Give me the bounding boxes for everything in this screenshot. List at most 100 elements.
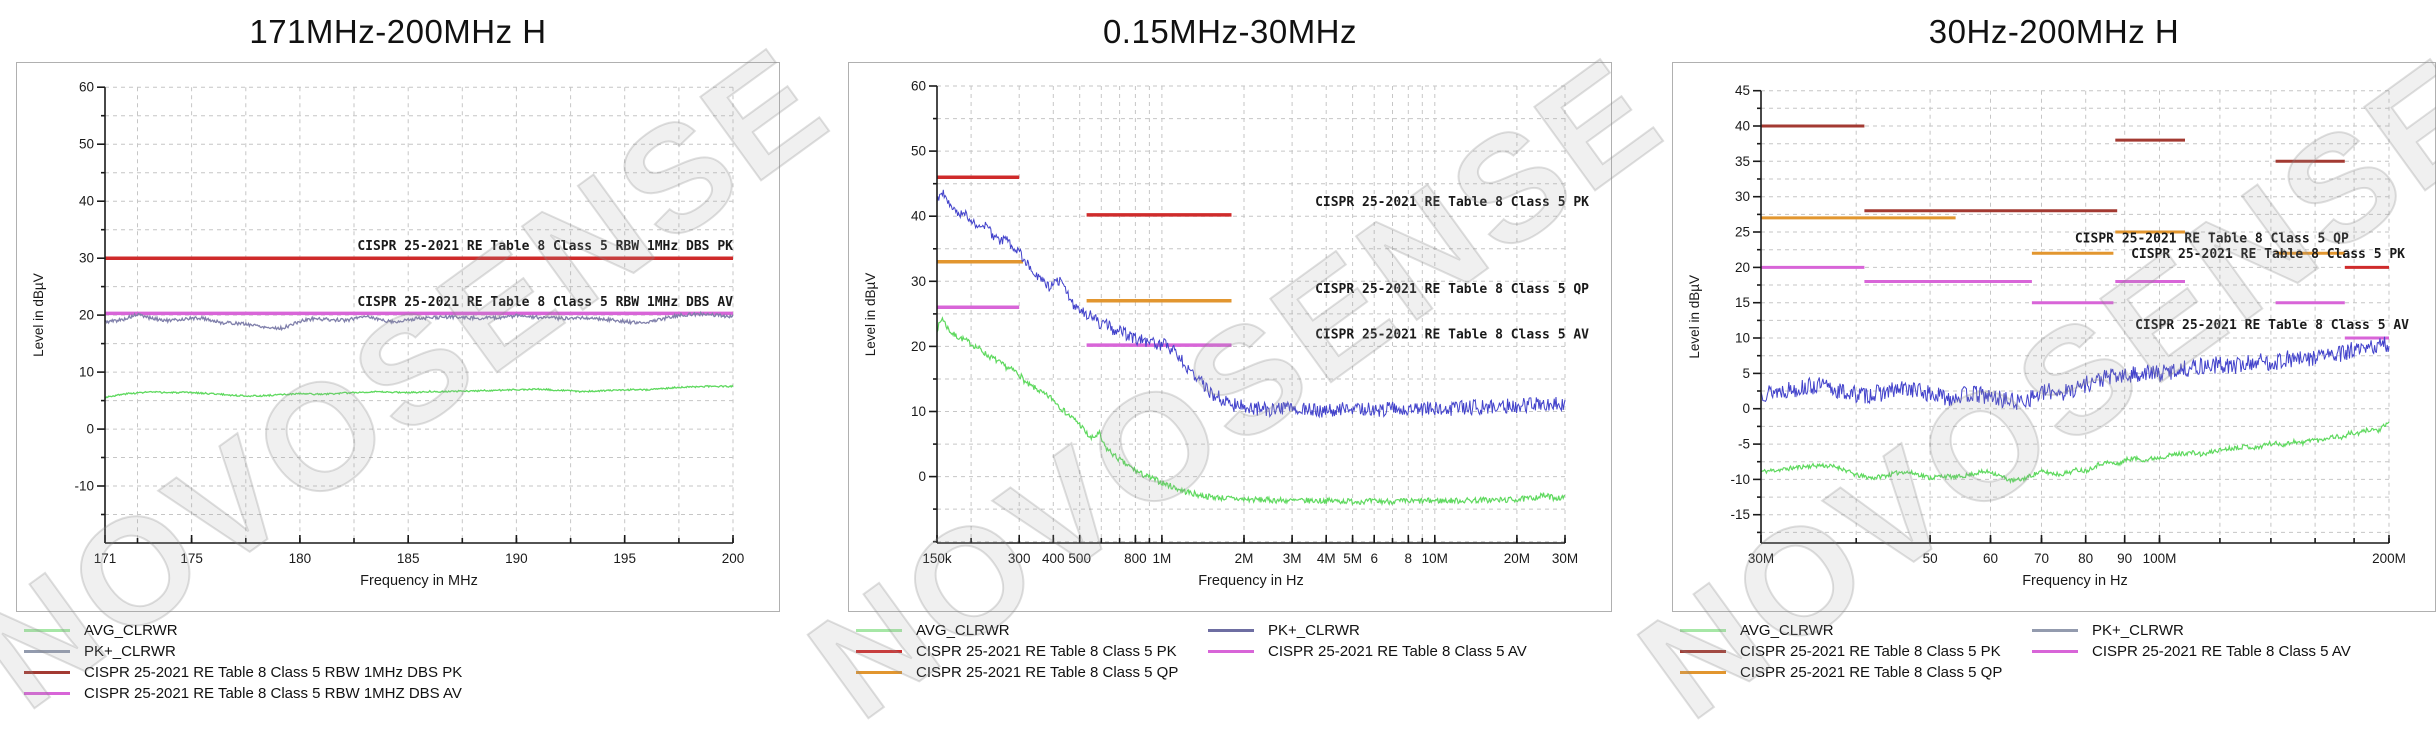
series-trace-PK+_CLRWR (1760, 336, 2390, 410)
y-tick-label: 30 (911, 274, 926, 289)
legend-label: AVG_CLRWR (916, 622, 1010, 639)
axes (929, 85, 1566, 544)
y-tick-label: 30 (79, 251, 94, 266)
y-tick-label: 60 (79, 80, 94, 95)
limit-label: CISPR 25-2021 RE Table 8 Class 5 PK (2131, 247, 2405, 262)
legend-item: PK+_CLRWR (2032, 621, 2351, 640)
x-tick-label: 4M (1317, 551, 1336, 566)
limit-label: CISPR 25-2021 RE Table 8 Class 5 QP (1315, 282, 1589, 297)
series-trace-AVG_CLRWR (936, 316, 1566, 507)
legend-label: CISPR 25-2021 RE Table 8 Class 5 RBW 1MH… (84, 664, 463, 681)
legend-item: CISPR 25-2021 RE Table 8 Class 5 AV (2032, 642, 2351, 661)
y-tick-label: 0 (1742, 401, 1750, 416)
chart-legend: AVG_CLRWR CISPR 25-2021 RE Table 8 Class … (848, 621, 1612, 682)
legend-item: CISPR 25-2021 RE Table 8 Class 5 QP (1680, 663, 2032, 682)
y-tick-label: 20 (79, 308, 94, 323)
limit-label: CISPR 25-2021 RE Table 8 Class 5 AV (2135, 318, 2409, 333)
chart-title: 171MHz-200MHz H (249, 13, 547, 50)
x-tick-label: 200M (2372, 551, 2406, 566)
x-tick-label: 180 (289, 551, 312, 566)
x-tick-label: 8 (1405, 551, 1413, 566)
legend-swatch (2032, 650, 2078, 653)
limit-label: CISPR 25-2021 RE Table 8 Class 5 RBW 1MH… (357, 295, 733, 310)
legend-swatch (24, 629, 70, 632)
chart-legend: AVG_CLRWR PK+_CLRWR CISPR 25-2021 RE Table… (16, 621, 780, 703)
y-tick-label: 50 (911, 144, 926, 159)
chart-title: 0.15MHz-30MHz (1102, 13, 1358, 50)
legend-item: AVG_CLRWR (24, 621, 376, 640)
limit-label: CISPR 25-2021 RE Table 8 Class 5 AV (1315, 328, 1589, 343)
limit-label: CISPR 25-2021 RE Table 8 Class 5 PK (1315, 195, 1589, 210)
series-trace-AVG_CLRWR (1760, 421, 2390, 485)
chart-panel-015-30mhz: 0.15MHz-30MHz CISPR 25-2021 RE Table 8 C… (848, 10, 1612, 682)
chart-legend: AVG_CLRWR CISPR 25-2021 RE Table 8 Class … (1672, 621, 2436, 682)
y-tick-label: 10 (911, 404, 926, 419)
x-tick-label: 2M (1235, 551, 1254, 566)
x-tick-label: 100M (2143, 551, 2177, 566)
plot-frame: CISPR 25-2021 RE Table 8 Class 5 PK CISPR… (848, 62, 1612, 612)
limit-label: CISPR 25-2021 RE Table 8 Class 5 RBW 1MH… (357, 239, 733, 254)
legend-item: AVG_CLRWR (856, 621, 1208, 640)
legend-label: AVG_CLRWR (84, 622, 178, 639)
chart-panel-171-200mhz: 171MHz-200MHz H CISPR 25-2021 RE Table 8… (16, 10, 780, 703)
legend-label: PK+_CLRWR (1268, 622, 1360, 639)
y-tick-label: 40 (911, 209, 926, 224)
x-axis-label: Frequency in Hz (1198, 573, 1304, 589)
x-tick-label: 5M (1343, 551, 1362, 566)
legend-label: CISPR 25-2021 RE Table 8 Class 5 AV (1268, 643, 1527, 660)
legend-swatch (1208, 650, 1254, 653)
x-axis-label: Frequency in MHz (360, 573, 478, 589)
legend-swatch (1208, 629, 1254, 632)
x-axis-label: Frequency in Hz (2022, 573, 2128, 589)
grid-lines (1761, 90, 2390, 543)
limit-lines (1761, 124, 2389, 340)
x-tick-label: 60 (1983, 551, 1998, 566)
legend-column: PK+_CLRWR CISPR 25-2021 RE Table 8 Class … (2032, 621, 2351, 661)
y-tick-label: 45 (1735, 83, 1750, 98)
legend-swatch (856, 671, 902, 674)
x-tick-label: 400 (1042, 551, 1065, 566)
x-tick-label: 70 (2034, 551, 2049, 566)
plot-frame: CISPR 25-2021 RE Table 8 Class 5 RBW 1MH… (16, 62, 780, 612)
y-tick-label: 35 (1735, 154, 1750, 169)
y-tick-label: 30 (1735, 189, 1750, 204)
y-tick-label: -15 (1730, 507, 1750, 522)
legend-item: CISPR 25-2021 RE Table 8 Class 5 RBW 1MH… (24, 663, 462, 682)
legend-column: AVG_CLRWR PK+_CLRWR CISPR 25-2021 RE Table… (24, 621, 462, 703)
y-tick-label: 20 (1735, 260, 1750, 275)
legend-item: AVG_CLRWR (1680, 621, 2032, 640)
plot-frame: CISPR 25-2021 RE Table 8 Class 5 QP CISPR… (1672, 62, 2436, 612)
y-axis-label: Level in dBµV (31, 273, 46, 357)
legend-swatch (1680, 671, 1726, 674)
chart-canvas: CISPR 25-2021 RE Table 8 Class 5 QPCISPR… (1687, 83, 2409, 589)
legend-item: CISPR 25-2021 RE Table 8 Class 5 QP (856, 663, 1208, 682)
series-trace-PK+_CLRWR (936, 189, 1566, 419)
grid-lines (937, 85, 1566, 543)
legend-swatch (1680, 629, 1726, 632)
axes (1753, 89, 2390, 544)
limit-lines (105, 256, 733, 316)
x-tick-label: 171 (94, 551, 117, 566)
x-tick-label: 500 (1068, 551, 1091, 566)
page-root: { "watermark": {"text": "NOVOSENSE"}, "p… (0, 10, 2436, 752)
y-axis-label: Level in dBµV (863, 273, 878, 357)
y-tick-label: 20 (911, 339, 926, 354)
legend-label: PK+_CLRWR (2092, 622, 2184, 639)
x-tick-label: 300 (1008, 551, 1031, 566)
y-tick-label: 15 (1735, 295, 1750, 310)
legend-label: PK+_CLRWR (84, 643, 176, 660)
legend-column: AVG_CLRWR CISPR 25-2021 RE Table 8 Class … (856, 621, 1208, 682)
chart-canvas: CISPR 25-2021 RE Table 8 Class 5 RBW 1MH… (31, 80, 744, 589)
x-tick-label: 190 (505, 551, 528, 566)
limit-label: CISPR 25-2021 RE Table 8 Class 5 QP (2075, 232, 2349, 247)
y-tick-label: 0 (918, 469, 926, 484)
legend-label: CISPR 25-2021 RE Table 8 Class 5 QP (916, 664, 1179, 681)
chart-title: 30Hz-200MHz H (1928, 13, 2180, 50)
chart-panel-30-200mhz: 30Hz-200MHz H CISPR 25-2021 RE Table 8 C… (1672, 10, 2436, 682)
x-tick-label: 20M (1504, 551, 1530, 566)
y-tick-label: 10 (1735, 331, 1750, 346)
x-tick-label: 195 (613, 551, 636, 566)
legend-swatch (24, 650, 70, 653)
y-tick-label: 25 (1735, 225, 1750, 240)
x-tick-label: 30M (1748, 551, 1774, 566)
